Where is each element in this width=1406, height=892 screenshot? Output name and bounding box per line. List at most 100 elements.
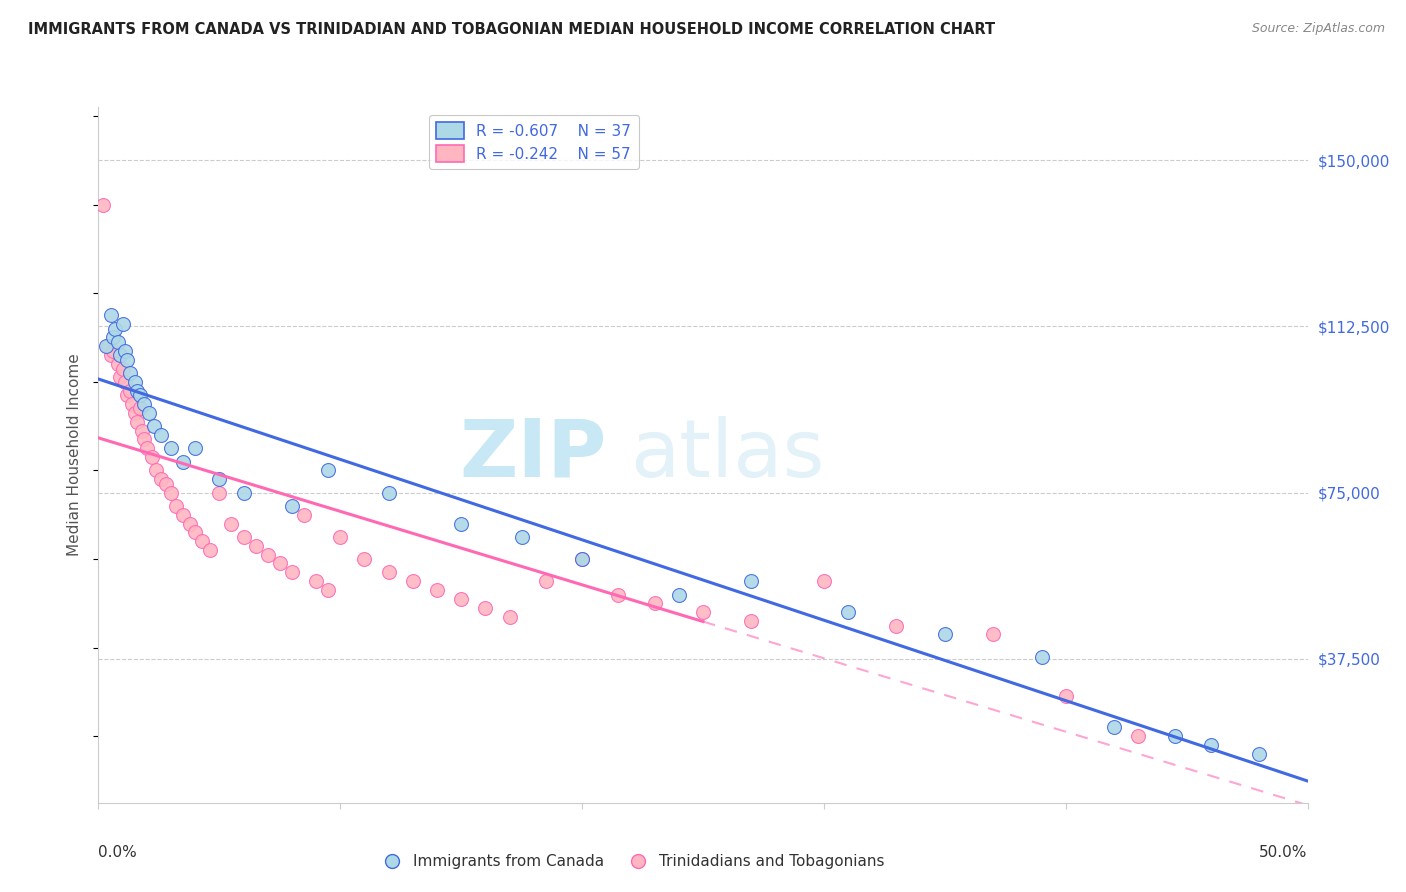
Point [184, 525, 207, 540]
Point [886, 618, 908, 632]
Point [111, 361, 134, 376]
Point [134, 433, 156, 447]
Y-axis label: Median Household Income: Median Household Income [67, 353, 83, 557]
Point [1102, 721, 1125, 735]
Point [813, 574, 835, 589]
Point [198, 543, 221, 558]
Point [141, 450, 163, 464]
Point [474, 600, 496, 615]
Point [184, 442, 207, 456]
Point [281, 566, 304, 580]
Point [101, 343, 124, 358]
Point [165, 499, 187, 513]
Point [145, 463, 167, 477]
Point [1128, 729, 1150, 743]
Point [644, 596, 666, 610]
Point [221, 516, 243, 531]
Point [232, 530, 254, 544]
Point [114, 375, 136, 389]
Point [292, 508, 315, 522]
Text: 0.0%: 0.0% [98, 845, 138, 860]
Point [426, 583, 449, 598]
Point [281, 499, 304, 513]
Text: IMMIGRANTS FROM CANADA VS TRINIDADIAN AND TOBAGONIAN MEDIAN HOUSEHOLD INCOME COR: IMMIGRANTS FROM CANADA VS TRINIDADIAN AN… [28, 22, 995, 37]
Point [128, 401, 150, 416]
Point [740, 574, 762, 589]
Point [534, 574, 557, 589]
Point [402, 574, 425, 589]
Point [134, 397, 156, 411]
Point [135, 442, 157, 456]
Point [127, 384, 149, 398]
Point [97, 339, 120, 353]
Point [377, 485, 399, 500]
Point [1249, 747, 1271, 761]
Point [104, 321, 127, 335]
Point [108, 370, 131, 384]
Point [208, 472, 231, 486]
Point [498, 609, 520, 624]
Point [571, 552, 593, 566]
Point [1031, 649, 1053, 664]
Point [172, 508, 194, 522]
Point [179, 516, 201, 531]
Point [114, 343, 136, 358]
Point [143, 419, 166, 434]
Point [740, 614, 762, 628]
Point [101, 330, 124, 344]
Point [160, 442, 183, 456]
Point [208, 485, 231, 500]
Point [245, 539, 267, 553]
Point [353, 552, 375, 566]
Point [305, 574, 328, 589]
Point [934, 627, 956, 641]
Point [329, 530, 352, 544]
Point [128, 388, 150, 402]
Point [692, 605, 714, 619]
Point [1054, 690, 1077, 704]
Point [118, 384, 141, 398]
Point [124, 406, 146, 420]
Legend: Immigrants from Canada, Trinidadians and Tobagonians: Immigrants from Canada, Trinidadians and… [370, 848, 891, 875]
Point [100, 348, 122, 362]
Point [131, 424, 153, 438]
Text: 50.0%: 50.0% [1260, 845, 1308, 860]
Point [510, 530, 533, 544]
Point [191, 534, 214, 549]
Point [981, 627, 1004, 641]
Point [269, 557, 291, 571]
Point [160, 485, 183, 500]
Point [450, 516, 472, 531]
Text: atlas: atlas [630, 416, 825, 494]
Point [450, 591, 472, 606]
Point [121, 397, 143, 411]
Point [377, 566, 399, 580]
Point [155, 476, 177, 491]
Point [117, 388, 139, 402]
Point [118, 366, 141, 380]
Point [172, 454, 194, 468]
Point [94, 339, 117, 353]
Point [256, 548, 278, 562]
Point [1199, 738, 1222, 752]
Point [124, 375, 146, 389]
Text: ZIP: ZIP [458, 416, 606, 494]
Point [91, 197, 114, 211]
Point [316, 463, 339, 477]
Point [837, 605, 859, 619]
Point [1163, 729, 1185, 743]
Point [100, 309, 122, 323]
Point [150, 472, 173, 486]
Point [138, 406, 160, 420]
Point [107, 357, 129, 371]
Point [117, 352, 139, 367]
Text: Source: ZipAtlas.com: Source: ZipAtlas.com [1251, 22, 1385, 36]
Point [150, 428, 173, 442]
Point [127, 415, 149, 429]
Point [668, 587, 690, 601]
Point [607, 587, 630, 601]
Point [108, 348, 131, 362]
Point [107, 334, 129, 349]
Point [111, 317, 134, 331]
Point [232, 485, 254, 500]
